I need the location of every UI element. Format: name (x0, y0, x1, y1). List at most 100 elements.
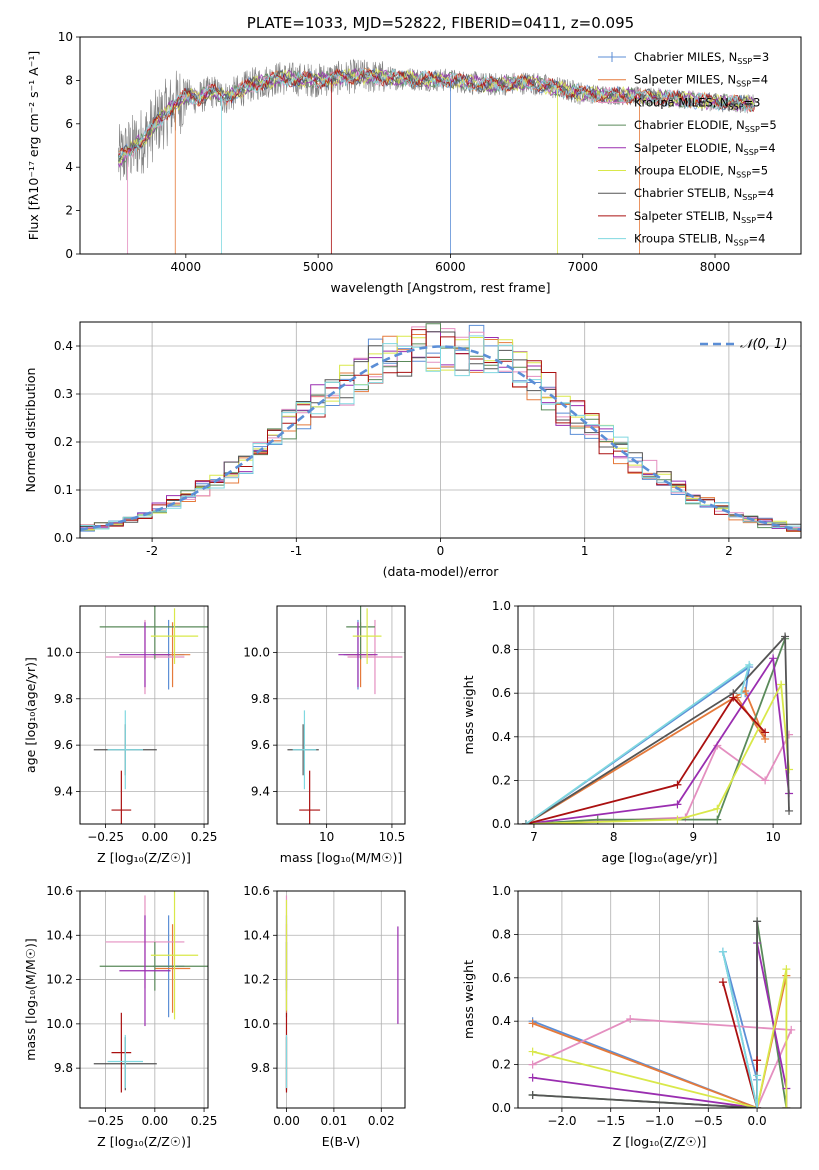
y-tick-label: 1.0 (492, 599, 511, 613)
y-tick-label: 0.1 (54, 483, 73, 497)
plot-area (285, 895, 399, 1093)
plot-area (93, 606, 208, 824)
x-tick-label: 10.5 (379, 830, 406, 844)
y-tick-label: 0.0 (492, 1101, 511, 1115)
grid-lines (518, 605, 801, 825)
model-spectrum-6 (118, 68, 755, 162)
x-tick-label: -1 (290, 544, 302, 558)
y-tick-label: 10.0 (243, 1017, 270, 1031)
weight-marker-5 (713, 804, 722, 813)
y-tick-label: 9.4 (54, 785, 73, 799)
axes-frame (276, 890, 406, 1109)
plot-area (528, 917, 796, 1108)
x-tick-label: 9 (690, 830, 698, 844)
x-tick-label: 7 (530, 830, 538, 844)
weight-marker-7 (729, 693, 738, 702)
x-tick-label: 4000 (171, 260, 202, 274)
x-tick-label: 0.25 (191, 1114, 218, 1128)
weight-line-7 (722, 981, 758, 1108)
weight-marker-5 (782, 965, 791, 974)
y-axis-label: Normed distribution (23, 368, 38, 493)
weight-line-8 (722, 951, 758, 1108)
x-tick-label: −2.0 (547, 1114, 576, 1128)
weight-line-2 (532, 1018, 793, 1108)
x-tick-label: 0.02 (368, 1114, 395, 1128)
y-axis-label: Flux [fλ10⁻¹⁷ erg cm⁻² s⁻¹ A⁻¹] (26, 51, 41, 240)
plot-area (521, 632, 794, 824)
y-axis-label: mass weight (461, 675, 476, 754)
legend-entry-7: Salpeter STELIB, NSSP=4 (634, 209, 773, 225)
panel-mass-weight-vs-Z: −2.0 −1.5 −1.0 −0.5 0.0 0.0 0.2 0.4 0.6 0.8 1.0 Z [… (461, 884, 802, 1149)
grid-lines (80, 890, 208, 1108)
x-tick-label: 0.25 (191, 830, 218, 844)
legend-entry-4: Salpeter ELODIE, NSSP=4 (634, 141, 776, 157)
x-tick-label: 0.00 (141, 830, 168, 844)
legend-entry-2: Kroupa MILES, NSSP=3 (634, 95, 760, 111)
y-axis-label: age [log₁₀(age/yr)] (23, 657, 38, 773)
plot-area (118, 58, 756, 254)
weight-marker-5 (777, 680, 786, 689)
y-axis-label: mass [log₁₀(M/M☉)] (23, 938, 38, 1060)
weight-marker-2 (761, 776, 770, 785)
y-tick-label: 10.0 (243, 645, 270, 659)
weight-line-5 (525, 681, 790, 824)
weight-marker-8 (737, 689, 746, 698)
y-tick-label: 8 (65, 73, 73, 87)
weight-marker-1 (528, 1019, 537, 1028)
weight-line-2 (525, 734, 790, 824)
x-tick-label: -2 (146, 544, 158, 558)
x-tick-label: 0.0 (748, 1114, 767, 1128)
x-axis-label: age [log₁₀(age/yr)] (602, 850, 718, 865)
x-tick-label: 10 (765, 830, 780, 844)
y-tick-label: 0.4 (54, 339, 73, 353)
panel-mass-vs-EBV: 0.00 0.01 0.02 9.8 10.0 10.2 10.4 10.6 E(B-V) (243, 884, 406, 1149)
weight-marker-4 (769, 654, 778, 663)
axes-frame (276, 605, 406, 825)
legend-normal-label: 𝒩(0, 1) (740, 337, 787, 352)
y-tick-label: 10.0 (46, 645, 73, 659)
weight-marker-7 (718, 978, 727, 987)
y-tick-label: 10 (58, 30, 73, 44)
panel-mass-vs-Z: −0.25 0.00 0.25 9.8 10.0 10.2 10.4 10.6 Z [log₁₀… (23, 884, 217, 1149)
weight-marker-8 (745, 660, 754, 669)
weight-marker-5 (785, 765, 794, 774)
weight-marker-8 (521, 820, 530, 824)
weight-marker-6 (528, 1090, 537, 1099)
weight-marker-4 (528, 1073, 537, 1082)
y-tick-label: 0.2 (54, 435, 73, 449)
chart-title: PLATE=1033, MJD=52822, FIBERID=0411, z=0… (247, 14, 634, 32)
grid-lines (277, 890, 405, 1108)
x-tick-label: 2 (725, 544, 733, 558)
x-tick-label: 0.00 (273, 1114, 300, 1128)
y-tick-label: 0.2 (492, 773, 511, 787)
y-tick-label: 10.2 (243, 973, 270, 987)
legend-entry-0: Chabrier MILES, NSSP=3 (634, 50, 769, 66)
y-tick-label: 9.8 (251, 1061, 270, 1075)
y-tick-label: 0.0 (492, 817, 511, 831)
axes-frame (79, 321, 802, 539)
y-tick-label: 10.6 (46, 884, 73, 898)
x-axis-label: Z [log₁₀(Z/Z☉)] (97, 1134, 191, 1149)
x-tick-label: 6000 (435, 260, 466, 274)
weight-line-6 (532, 921, 758, 1108)
panel-spectrum: 4000 5000 6000 7000 8000 0 2 4 6 8 10 wavelength [A… (26, 14, 802, 295)
weight-line-0 (532, 951, 759, 1108)
x-tick-label: −1.0 (645, 1114, 674, 1128)
plot-area (287, 606, 403, 824)
weight-marker-4 (673, 800, 682, 809)
weight-line-6 (525, 634, 790, 824)
x-tick-label: 8000 (700, 260, 731, 274)
weight-marker-7 (673, 780, 682, 789)
x-axis-label: Z [log₁₀(Z/Z☉)] (613, 1134, 707, 1149)
axes-frame (79, 36, 802, 255)
weight-line-4 (525, 655, 790, 824)
legend-entry-8: Kroupa STELIB, NSSP=4 (634, 232, 765, 248)
y-tick-label: 6 (65, 117, 73, 131)
legend-entry-6: Chabrier STELIB, NSSP=4 (634, 186, 774, 202)
weight-marker-8 (718, 947, 727, 956)
plot-area (80, 323, 801, 532)
weight-marker-6 (781, 632, 790, 641)
weight-marker-7 (761, 728, 770, 737)
x-tick-label: −0.5 (694, 1114, 723, 1128)
grid-lines (277, 606, 405, 824)
